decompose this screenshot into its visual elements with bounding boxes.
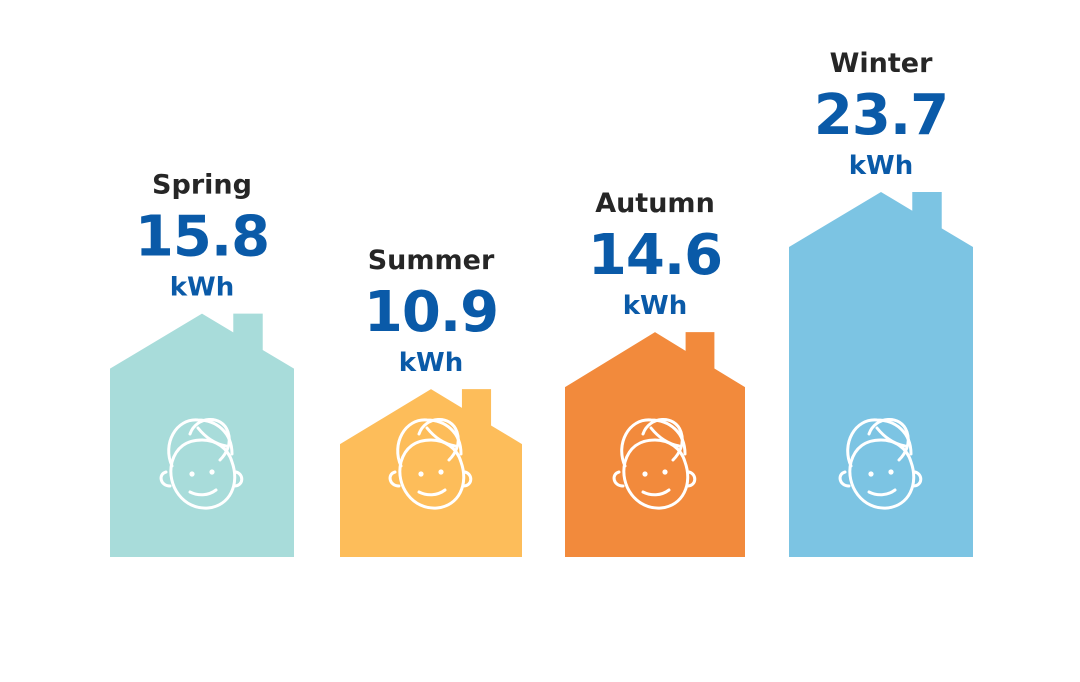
- season-label: Summer: [368, 245, 495, 276]
- house-shape: [110, 313, 294, 557]
- unit-label: kWh: [849, 151, 913, 181]
- season-label: Winter: [830, 48, 933, 79]
- unit-label: kWh: [623, 291, 687, 321]
- unit-label: kWh: [170, 273, 234, 303]
- house-bars: Spring15.8kWhSummer10.9kWhAutumn14.6kWhW…: [110, 48, 973, 557]
- value-label: 10.9: [364, 280, 498, 345]
- unit-label: kWh: [399, 348, 463, 378]
- season-label: Autumn: [595, 188, 715, 219]
- house-shape: [565, 332, 745, 557]
- house-shape: [340, 389, 522, 557]
- smiling-face-icon: [159, 418, 244, 510]
- value-label: 15.8: [135, 205, 269, 270]
- value-label: 23.7: [814, 83, 948, 148]
- smiling-face-icon: [388, 418, 473, 510]
- smiling-face-icon: [838, 418, 923, 510]
- smiling-face-icon: [612, 418, 697, 510]
- house-shape: [789, 192, 973, 557]
- value-label: 14.6: [588, 223, 722, 288]
- season-label: Spring: [152, 170, 252, 201]
